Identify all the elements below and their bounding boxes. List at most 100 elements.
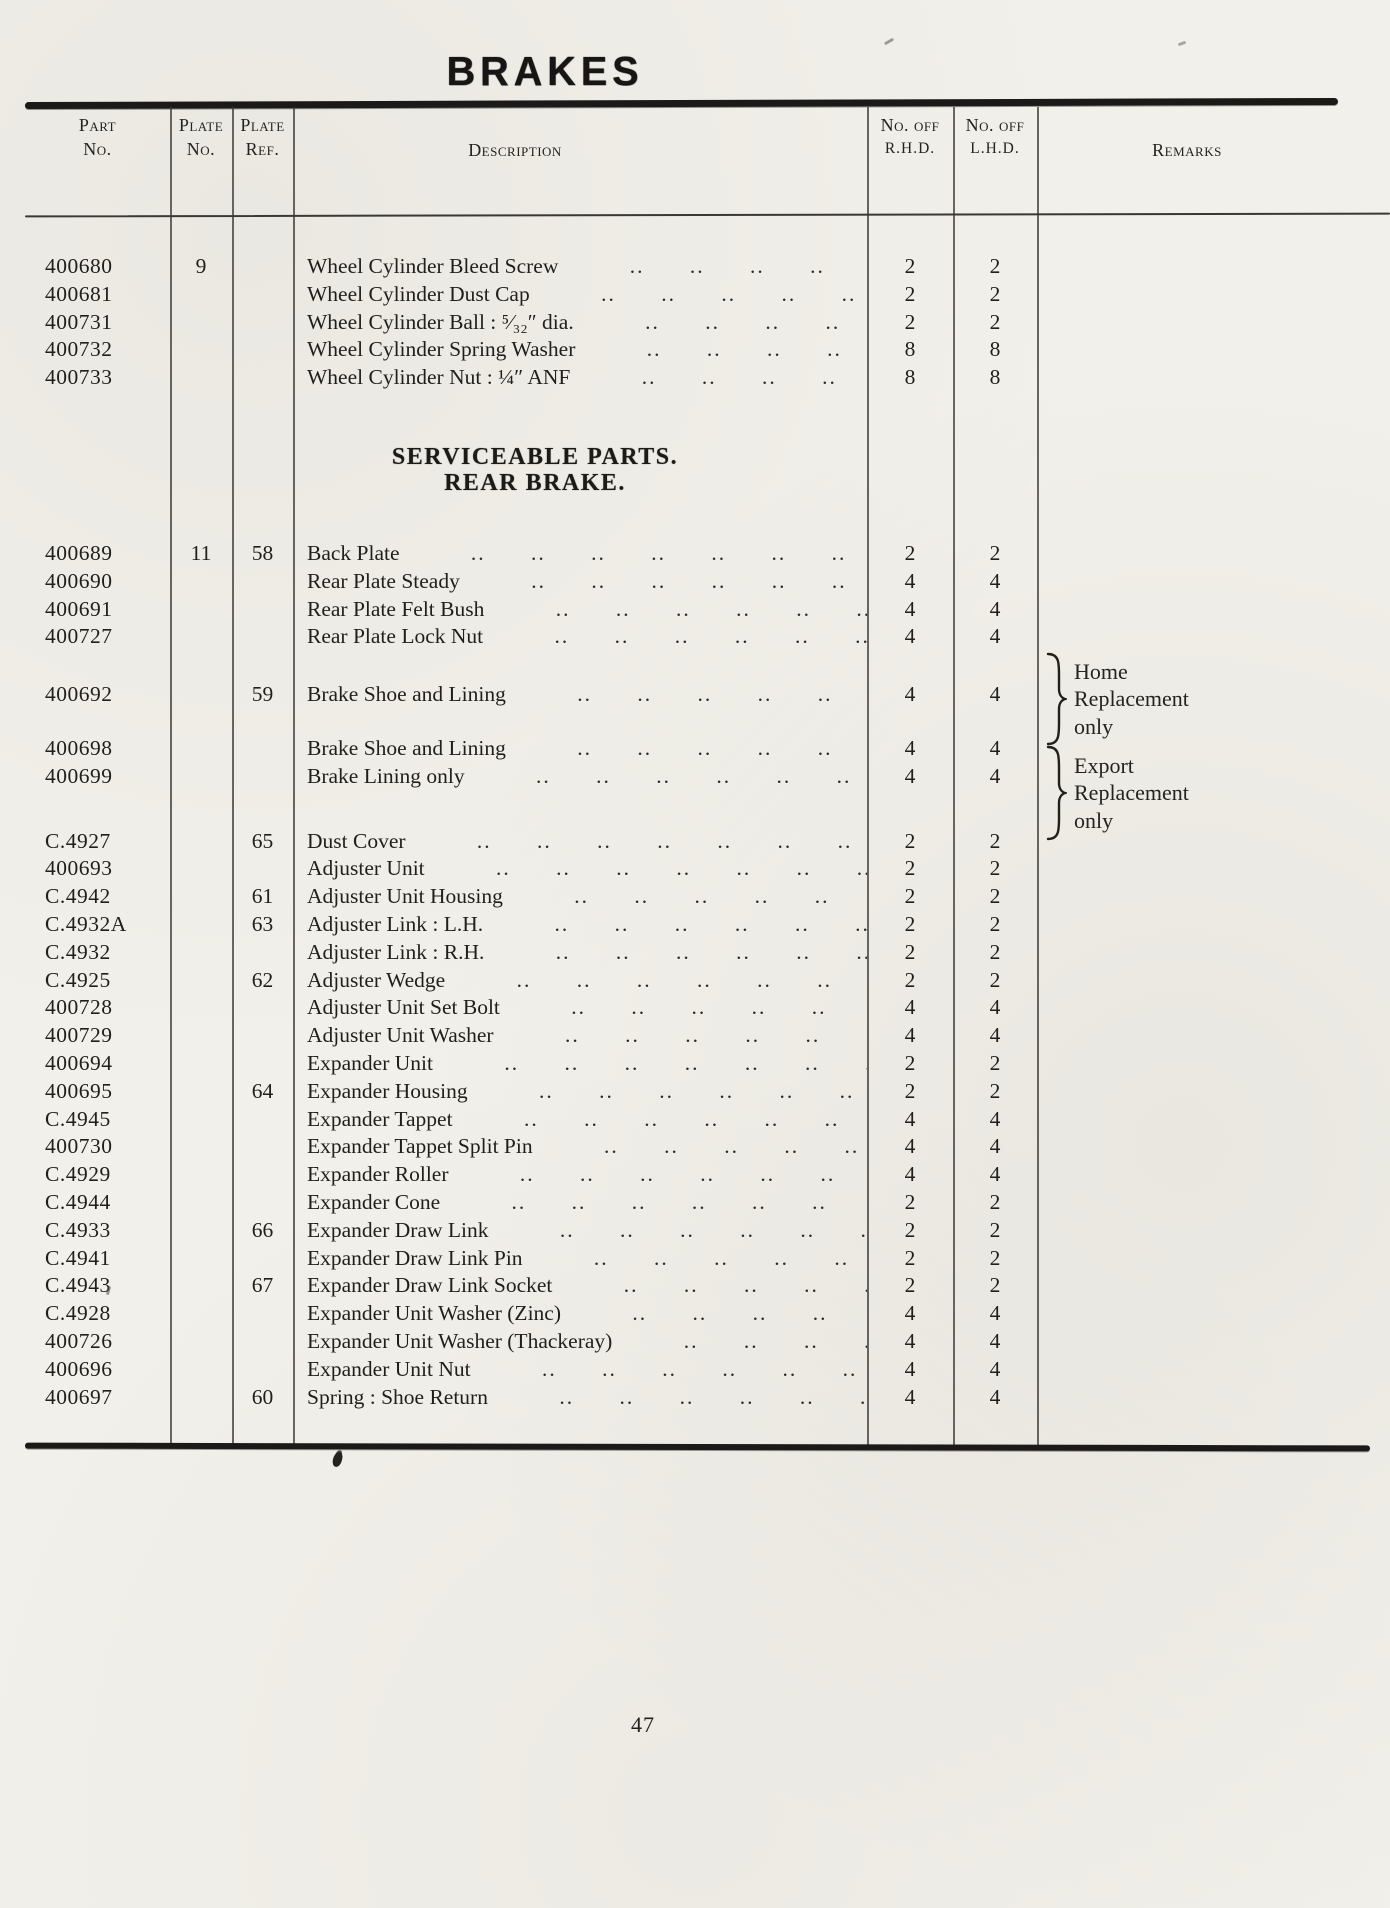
- description-cell: Wheel Cylinder Spring Washer .. .. .. ..…: [293, 336, 867, 364]
- table-section: 400689 11 58 Back Plate .. .. .. .. .. .. .…: [25, 540, 1340, 651]
- table-row: 400689 11 58 Back Plate .. .. .. .. .. .. .…: [25, 540, 1340, 568]
- table-row: 400697 60 Spring : Shoe Return .. .. .. ..…: [25, 1384, 1340, 1412]
- description-cell: Adjuster Link : R.H. .. .. .. .. .. .. .…: [293, 939, 867, 967]
- description-text: Rear Plate Lock Nut: [307, 624, 484, 649]
- description-text: Expander Draw Link: [307, 1217, 489, 1242]
- qty-rhd-cell: 2: [904, 1273, 916, 1298]
- part-no-cell: C.4927: [45, 828, 111, 853]
- description-text: Expander Unit Washer (Zinc): [307, 1301, 561, 1326]
- table-row: 400691 Rear Plate Felt Bush .. .. .. .. .…: [25, 596, 1340, 624]
- dot-leader: .. .. .. .. .. .. .. .. .. .. .. .. .. .…: [604, 1134, 867, 1159]
- plate-ref-cell: [232, 763, 293, 791]
- part-no-cell: C.4945: [45, 1106, 111, 1131]
- description-text: Adjuster Unit Washer: [307, 1023, 494, 1048]
- plate-ref-cell: [232, 623, 293, 651]
- column-header-description: Description: [468, 140, 562, 160]
- plate-no-cell: [170, 623, 232, 651]
- plate-no-cell: [170, 1217, 232, 1245]
- description-text: Wheel Cylinder Bleed Screw: [307, 254, 559, 278]
- description-cell: Wheel Cylinder Nut : ¼″ ANF .. .. .. .. …: [293, 364, 867, 392]
- part-no-cell: 400699: [45, 763, 113, 788]
- description-text: Wheel Cylinder Dust Cap: [307, 281, 530, 306]
- plate-no-cell: [170, 364, 232, 392]
- dot-leader: .. .. .. .. .. .. .. .. .. .. .. .. .. .…: [523, 1106, 867, 1131]
- table-row: 400731 Wheel Cylinder Ball : ⁵⁄₃₂″ dia. .…: [25, 309, 1340, 337]
- table-row: 400692 59 Brake Shoe and Lining .. .. .. .…: [25, 681, 1340, 709]
- table-row: C.4929 Expander Roller .. .. .. .. .. .. …: [25, 1161, 1340, 1189]
- remark-text: Export Replacement only: [1067, 752, 1189, 835]
- plate-no-cell: 9: [195, 254, 207, 278]
- qty-lhd-cell: 2: [989, 939, 1001, 964]
- description-text: Expander Tappet: [307, 1106, 453, 1131]
- part-no-cell: 400732: [45, 337, 113, 362]
- remark-line: Export: [1074, 752, 1134, 778]
- part-no-cell: 400698: [45, 735, 113, 760]
- table-row: 400726 Expander Unit Washer (Thackeray) .…: [25, 1328, 1340, 1356]
- table-row: 400694 Expander Unit .. .. .. .. .. .. ..…: [25, 1050, 1340, 1078]
- description-cell: Spring : Shoe Return .. .. .. .. .. .. .…: [293, 1384, 867, 1412]
- dot-leader: .. .. .. .. .. .. .. .. .. .. .. .. .. .…: [504, 1050, 867, 1075]
- part-no-cell: 400733: [45, 365, 113, 390]
- plate-no-cell: [170, 735, 232, 763]
- plate-ref-cell: 64: [251, 1078, 274, 1103]
- part-no-cell: 400692: [45, 682, 113, 707]
- qty-rhd-cell: 4: [904, 624, 916, 649]
- description-cell: Adjuster Unit Set Bolt .. .. .. .. .. ..…: [293, 994, 867, 1022]
- qty-rhd-cell: 4: [904, 763, 916, 788]
- plate-no-cell: [170, 967, 232, 995]
- description-cell: Brake Shoe and Lining .. .. .. .. .. .. …: [293, 681, 867, 709]
- description-cell: Expander Tappet Split Pin .. .. .. .. ..…: [293, 1133, 867, 1161]
- plate-ref-cell: [232, 939, 293, 967]
- page-title: BRAKES: [446, 48, 644, 94]
- qty-lhd-cell: 2: [989, 856, 1001, 881]
- dot-leader: .. .. .. .. .. .. .. .. .. .. .. .. .. .…: [476, 828, 867, 853]
- dot-leader: .. .. .. .. .. .. .. .. .. .. .. .. .. .…: [554, 911, 867, 936]
- plate-ref-cell: [232, 1106, 293, 1134]
- description-cell: Expander Cone .. .. .. .. .. .. .. .. ..…: [293, 1189, 867, 1217]
- qty-rhd-cell: 2: [904, 828, 916, 853]
- plate-no-cell: [170, 1245, 232, 1273]
- qty-lhd-cell: 2: [989, 1189, 1001, 1214]
- qty-lhd-cell: 4: [989, 682, 1001, 707]
- plate-no-cell: [170, 939, 232, 967]
- plate-no-cell: [170, 994, 232, 1022]
- table-row: 400733 Wheel Cylinder Nut : ¼″ ANF .. .. …: [25, 364, 1340, 392]
- remark-line: Home: [1074, 658, 1128, 684]
- plate-ref-cell: [232, 1022, 293, 1050]
- description-cell: Expander Roller .. .. .. .. .. .. .. .. …: [293, 1161, 867, 1189]
- description-cell: Expander Housing .. .. .. .. .. .. .. ..…: [293, 1078, 867, 1106]
- description-text: Expander Draw Link Socket: [307, 1273, 553, 1298]
- description-cell: Expander Draw Link Pin .. .. .. .. .. ..…: [293, 1245, 867, 1273]
- plate-ref-cell: [232, 568, 293, 596]
- table-body: 400680 9 Wheel Cylinder Bleed Screw .. .. …: [25, 253, 1340, 1411]
- qty-lhd-cell: 4: [989, 1023, 1001, 1048]
- brace-icon: [1046, 745, 1067, 841]
- description-text: Expander Draw Link Pin: [307, 1245, 523, 1270]
- table-row: 400681 Wheel Cylinder Dust Cap .. .. .. .…: [25, 281, 1340, 309]
- plate-no-cell: [170, 763, 232, 791]
- plate-no-cell: [170, 1328, 232, 1356]
- table-row: 400693 Adjuster Unit .. .. .. .. .. .. ..…: [25, 855, 1340, 883]
- qty-lhd-cell: 2: [989, 1217, 1001, 1242]
- qty-lhd-cell: 2: [989, 828, 1001, 853]
- plate-no-cell: [170, 828, 232, 856]
- description-cell: Rear Plate Lock Nut .. .. .. .. .. .. ..…: [293, 623, 867, 651]
- qty-rhd-cell: 4: [904, 735, 916, 760]
- qty-rhd-cell: 2: [904, 911, 916, 936]
- table-row: C.4941 Expander Draw Link Pin .. .. .. ..…: [25, 1245, 1340, 1273]
- description-text: Rear Plate Steady: [307, 568, 460, 593]
- plate-no-cell: [170, 1133, 232, 1161]
- dot-leader: .. .. .. .. .. .. .. .. .. .. .. .. .. .…: [646, 337, 867, 362]
- dot-leader: .. .. .. .. .. .. .. .. .. .. .. .. .. .…: [683, 1328, 867, 1353]
- qty-lhd-cell: 4: [989, 596, 1001, 621]
- column-header-remarks: Remarks: [1152, 140, 1222, 160]
- part-no-cell: C.4932A: [45, 911, 127, 936]
- table-row: C.4945 Expander Tappet .. .. .. .. .. .. …: [25, 1106, 1340, 1134]
- table-row: 400695 64 Expander Housing .. .. .. .. .. …: [25, 1078, 1340, 1106]
- description-text: Expander Unit Washer (Thackeray): [307, 1328, 613, 1353]
- part-no-cell: 400691: [45, 596, 113, 621]
- dot-leader: .. .. .. .. .. .. .. .. .. .. .. .. .. .…: [511, 1189, 867, 1214]
- qty-lhd-cell: 4: [989, 1134, 1001, 1159]
- qty-rhd-cell: 2: [904, 939, 916, 964]
- dot-leader: .. .. .. .. .. .. .. .. .. .. .. .. .. .…: [559, 1217, 867, 1242]
